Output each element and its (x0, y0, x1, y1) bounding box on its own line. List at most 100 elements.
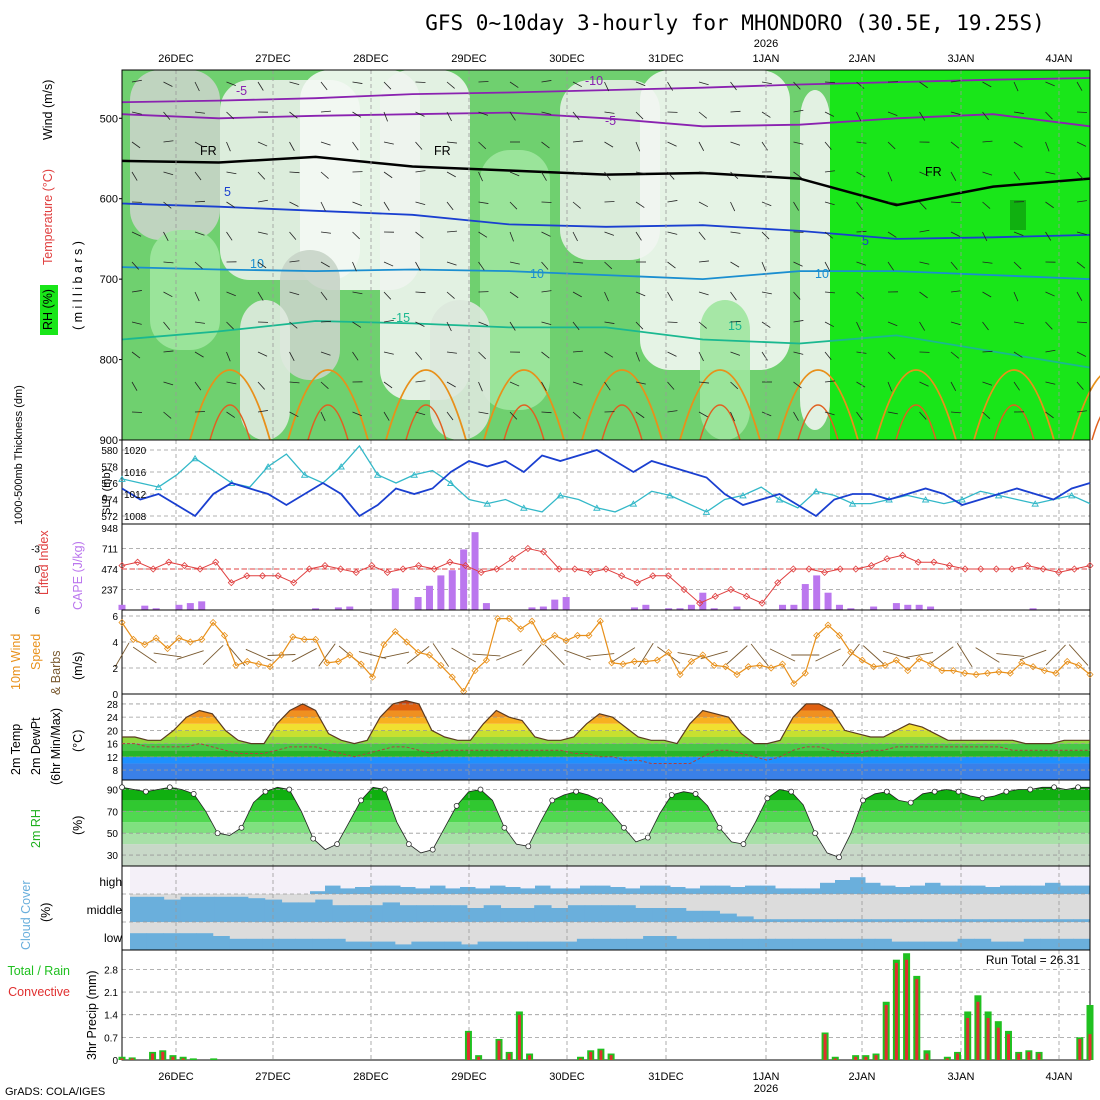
lifted-index-point (696, 599, 704, 607)
wind-barb (887, 231, 897, 238)
panel-frame (121, 439, 1091, 525)
precip-convective-bar (161, 1051, 165, 1060)
wind-barb (982, 321, 989, 331)
cape-bar (414, 597, 422, 610)
thickness-point (812, 487, 820, 495)
wind-barb (541, 261, 549, 270)
cloud-bar (988, 919, 1007, 922)
wind-barb (950, 141, 960, 149)
wind-speed-point (186, 638, 194, 646)
wind-barb (226, 111, 234, 120)
cloud-bar (494, 941, 512, 950)
rh-point (621, 824, 627, 831)
footer-credit: GrADS: COLA/IGES (5, 1086, 105, 1098)
wind-speed-point (539, 638, 547, 646)
wind-barb (194, 261, 203, 269)
wind-barb (862, 645, 885, 665)
cape-bar (801, 584, 809, 610)
wind-barb (919, 111, 926, 121)
lifted-index-point (1070, 565, 1078, 573)
rh-point (358, 797, 364, 804)
slp-axis-label: SLP (mb) (101, 469, 113, 515)
wind-barb (824, 201, 835, 206)
wind-speed-point (915, 655, 923, 663)
warm-contour (1091, 416, 1100, 441)
lifted-index-point (758, 599, 766, 607)
wind-barb (667, 200, 678, 203)
cloud-bar (1000, 885, 1016, 894)
thickness-point (264, 463, 272, 470)
cloud-bar (730, 887, 746, 894)
cloud-bar (593, 938, 611, 950)
wind-barb (194, 291, 200, 302)
wind-barb (320, 171, 329, 179)
cloud-bar (214, 896, 232, 922)
contour-label: FR (434, 144, 451, 158)
precip-convective-bar (599, 1050, 603, 1060)
thickness-point (556, 492, 565, 499)
rh-point (740, 841, 747, 847)
cloud-bar (601, 905, 619, 922)
cloud-bar (668, 908, 687, 922)
rh-field-region (560, 80, 660, 260)
run-total-label: Run Total = 26.31 (986, 953, 1081, 967)
temp-fill-group (122, 700, 1090, 780)
temperature-contour (121, 111, 1091, 128)
precip-convective-bar (894, 962, 898, 1060)
lifted-index-point (852, 565, 860, 573)
cloud-bar (652, 908, 670, 922)
wind-barb (950, 201, 962, 204)
cape-bar (141, 605, 149, 610)
slp-tick-label: 1008 (124, 512, 147, 523)
temp-color-band (122, 717, 1090, 724)
wind-barb (730, 321, 741, 323)
cape-bar (334, 607, 342, 610)
precip-convective-bar (884, 1005, 888, 1060)
precip-tick-label: 0 (112, 1056, 118, 1067)
wind-barb (667, 410, 678, 413)
panel-frame (121, 523, 1091, 611)
wind-barb (1013, 351, 1023, 358)
slp-line (121, 449, 1091, 518)
wind10-label-line1: 10m Wind (9, 634, 23, 690)
wind10-panel-labels: 10m Wind Speed & Barbs (m/s) (9, 634, 85, 695)
cloud-bar (130, 896, 148, 922)
wind-barb (604, 111, 615, 114)
precip-convective-bar (1027, 1051, 1031, 1060)
wind-barb (451, 647, 476, 663)
wind-barb (415, 291, 426, 294)
cloud-bar (535, 885, 551, 894)
cloud-bar (196, 933, 214, 950)
wind-barb (667, 291, 673, 301)
thickness-tick-label: 574 (101, 496, 118, 507)
wind-barb (919, 201, 927, 210)
wind-barb (604, 291, 609, 302)
wind-barb (320, 141, 331, 146)
precip-total-bar (210, 1058, 218, 1060)
wind-barb (1076, 200, 1087, 203)
slp-thickness-panel: 572 574 576 578 580 1008 1012 1016 1020 (101, 439, 1091, 525)
wind-barb (352, 351, 359, 361)
wind-barb (478, 141, 487, 150)
pressure-tick-label: 500 (100, 113, 118, 125)
lifted-index-point (352, 568, 360, 576)
wind-barb (982, 231, 988, 242)
cloud-bar (278, 938, 297, 950)
rh-point (310, 835, 317, 842)
wind-barb (1045, 349, 1056, 353)
wind-speed-point (904, 667, 912, 675)
cloud-bar (411, 941, 429, 950)
cloud-bar (775, 888, 791, 894)
temp-color-band (122, 737, 1090, 744)
wind-barb (919, 381, 929, 387)
rh-point (1003, 788, 1010, 795)
wind-barb (572, 201, 581, 209)
wind-barb (950, 351, 960, 359)
wind-barb (856, 230, 867, 233)
wind-speed-point (209, 618, 217, 627)
wind-speed-point (995, 668, 1003, 676)
wind-barb (446, 111, 452, 122)
temp-color-band (122, 700, 1090, 704)
wind-barb (478, 411, 489, 415)
wind-speed-point (699, 651, 707, 659)
